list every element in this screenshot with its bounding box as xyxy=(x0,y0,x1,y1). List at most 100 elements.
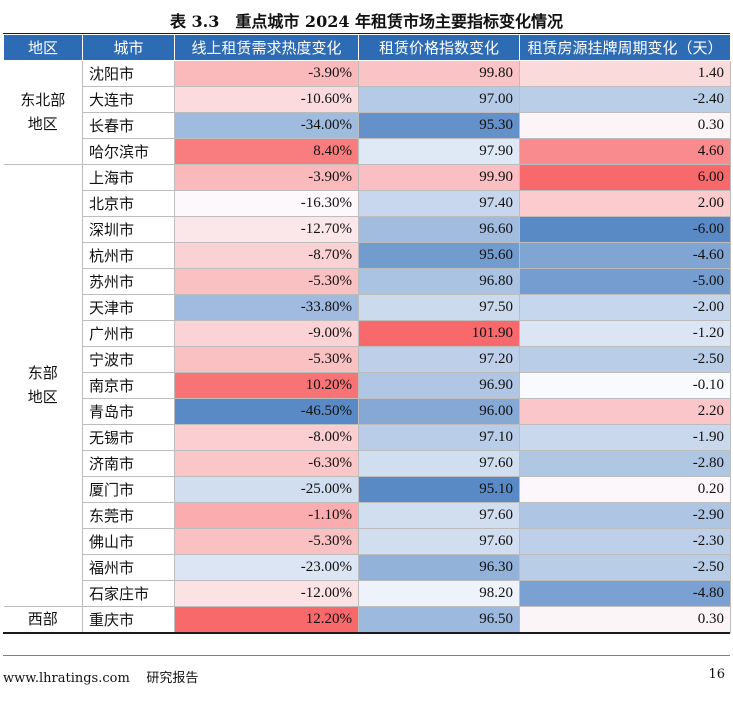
city-cell: 深圳市 xyxy=(82,216,175,243)
period-cell: -1.20 xyxy=(519,320,731,347)
table-row: 哈尔滨市 8.40% 97.90 4.60 xyxy=(4,138,731,165)
demand-cell: -3.90% xyxy=(174,164,359,191)
city-cell: 厦门市 xyxy=(82,476,175,503)
price-cell: 96.50 xyxy=(358,606,520,633)
table-row: 福州市 -23.00% 96.30 -2.50 xyxy=(4,554,731,581)
city-cell: 石家庄市 xyxy=(82,580,175,607)
demand-cell: -10.60% xyxy=(174,86,359,113)
table-row: 无锡市 -8.00% 97.10 -1.90 xyxy=(4,424,731,451)
table-row: 佛山市 -5.30% 97.60 -2.30 xyxy=(4,528,731,555)
city-cell: 南京市 xyxy=(82,372,175,399)
header-price: 租赁价格指数变化 xyxy=(358,34,520,61)
period-cell: 0.30 xyxy=(519,112,731,139)
demand-cell: -34.00% xyxy=(174,112,359,139)
price-cell: 97.60 xyxy=(358,450,520,477)
demand-cell: 8.40% xyxy=(174,138,359,165)
city-cell: 广州市 xyxy=(82,320,175,347)
header-city: 城市 xyxy=(82,34,175,61)
price-cell: 95.30 xyxy=(358,112,520,139)
table-row: 杭州市 -8.70% 95.60 -4.60 xyxy=(4,242,731,269)
demand-cell: -3.90% xyxy=(174,60,359,87)
city-cell: 青岛市 xyxy=(82,398,175,425)
period-cell: 1.40 xyxy=(519,60,731,87)
header-region: 地区 xyxy=(3,34,83,61)
city-cell: 长春市 xyxy=(82,112,175,139)
demand-cell: 10.20% xyxy=(174,372,359,399)
price-cell: 99.80 xyxy=(358,60,520,87)
period-cell: -2.50 xyxy=(519,554,731,581)
table-row: 北京市 -16.30% 97.40 2.00 xyxy=(4,190,731,217)
period-cell: -2.80 xyxy=(519,450,731,477)
table-row: 长春市 -34.00% 95.30 0.30 xyxy=(4,112,731,139)
period-cell: -2.30 xyxy=(519,528,731,555)
city-cell: 佛山市 xyxy=(82,528,175,555)
price-cell: 97.00 xyxy=(358,86,520,113)
bottom-rule xyxy=(3,632,730,634)
price-cell: 97.90 xyxy=(358,138,520,165)
period-cell: 4.60 xyxy=(519,138,731,165)
price-cell: 96.90 xyxy=(358,372,520,399)
demand-cell: -33.80% xyxy=(174,294,359,321)
table-row: 深圳市 -12.70% 96.60 -6.00 xyxy=(4,216,731,243)
city-cell: 上海市 xyxy=(82,164,175,191)
period-cell: -2.90 xyxy=(519,502,731,529)
table-title: 表 3.3 重点城市 2024 年租赁市场主要指标变化情况 xyxy=(169,12,564,31)
price-cell: 98.20 xyxy=(358,580,520,607)
header-demand: 线上租赁需求热度变化 xyxy=(174,34,359,61)
period-cell: 2.00 xyxy=(519,190,731,217)
footer-site[interactable]: www.lhratings.com xyxy=(3,671,130,686)
table-row: 天津市 -33.80% 97.50 -2.00 xyxy=(4,294,731,321)
price-cell: 96.60 xyxy=(358,216,520,243)
table-row: 石家庄市 -12.00% 98.20 -4.80 xyxy=(4,580,731,607)
demand-cell: -6.30% xyxy=(174,450,359,477)
city-cell: 济南市 xyxy=(82,450,175,477)
period-cell: 2.20 xyxy=(519,398,731,425)
table-header-row: 地区 城市 线上租赁需求热度变化 租赁价格指数变化 租赁房源挂牌周期变化（天） xyxy=(3,34,731,61)
city-cell: 天津市 xyxy=(82,294,175,321)
price-cell: 101.90 xyxy=(358,320,520,347)
demand-cell: -25.00% xyxy=(174,476,359,503)
demand-cell: -12.70% xyxy=(174,216,359,243)
table-row: 南京市 10.20% 96.90 -0.10 xyxy=(4,372,731,399)
city-cell: 福州市 xyxy=(82,554,175,581)
demand-cell: -1.10% xyxy=(174,502,359,529)
table-row: 厦门市 -25.00% 95.10 0.20 xyxy=(4,476,731,503)
demand-cell: -12.00% xyxy=(174,580,359,607)
price-cell: 99.90 xyxy=(358,164,520,191)
table-row: 济南市 -6.30% 97.60 -2.80 xyxy=(4,450,731,477)
table-body: 东北部 地区 沈阳市 -3.90% 99.80 1.40 大连市 -10.60% 97.00-… xyxy=(3,60,731,633)
rental-indicators-table: 地区 城市 线上租赁需求热度变化 租赁价格指数变化 租赁房源挂牌周期变化（天） … xyxy=(3,34,731,633)
table-row: 大连市 -10.60% 97.00 -2.40 xyxy=(4,86,731,113)
period-cell: -2.40 xyxy=(519,86,731,113)
demand-cell: -5.30% xyxy=(174,268,359,295)
table-row: 宁波市 -5.30% 97.20 -2.50 xyxy=(4,346,731,373)
demand-cell: -5.30% xyxy=(174,528,359,555)
table-row: 东部 地区 上海市 -3.90% 99.90 6.00 xyxy=(3,164,731,607)
demand-cell: -8.00% xyxy=(174,424,359,451)
price-cell: 97.60 xyxy=(358,528,520,555)
price-cell: 97.20 xyxy=(358,346,520,373)
city-cell: 宁波市 xyxy=(82,346,175,373)
demand-cell: 12.20% xyxy=(174,606,359,633)
price-cell: 95.10 xyxy=(358,476,520,503)
demand-cell: -46.50% xyxy=(174,398,359,425)
price-cell: 97.40 xyxy=(358,190,520,217)
table-row: 东莞市 -1.10% 97.60 -2.90 xyxy=(4,502,731,529)
price-cell: 97.10 xyxy=(358,424,520,451)
period-cell: -4.80 xyxy=(519,580,731,607)
price-cell: 96.80 xyxy=(358,268,520,295)
city-cell: 重庆市 xyxy=(82,606,175,633)
price-cell: 97.60 xyxy=(358,502,520,529)
price-cell: 97.50 xyxy=(358,294,520,321)
city-cell: 无锡市 xyxy=(82,424,175,451)
table-row: 苏州市 -5.30% 96.80 -5.00 xyxy=(4,268,731,295)
demand-cell: -23.00% xyxy=(174,554,359,581)
page-number: 16 xyxy=(708,667,725,682)
city-cell: 苏州市 xyxy=(82,268,175,295)
city-cell: 大连市 xyxy=(82,86,175,113)
header-period: 租赁房源挂牌周期变化（天） xyxy=(519,34,731,61)
period-cell: 0.30 xyxy=(519,606,731,633)
period-cell: -4.60 xyxy=(519,242,731,269)
demand-cell: -8.70% xyxy=(174,242,359,269)
footer-left: www.lhratings.com 研究报告 xyxy=(3,667,198,686)
